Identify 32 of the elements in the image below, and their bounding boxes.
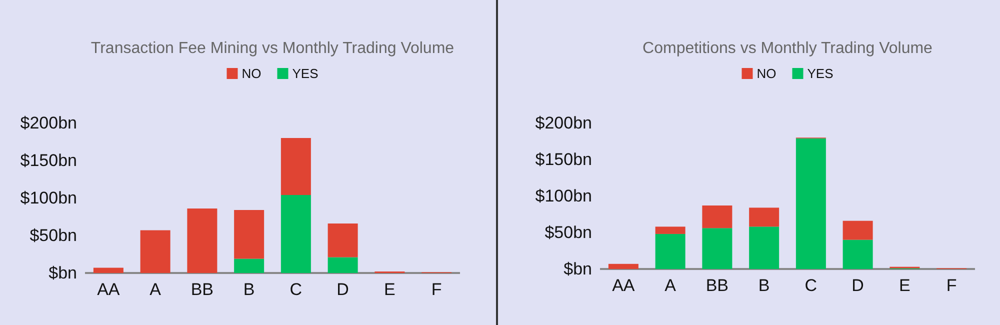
y-tick-label: $200bn (535, 113, 592, 132)
legend-label: NO (242, 66, 262, 81)
y-tick-label: $50bn (30, 226, 77, 245)
x-tick-label: BB (190, 280, 214, 300)
chart-title: Transaction Fee Mining vs Monthly Trading Volume (90, 40, 454, 57)
x-tick-label: C (804, 276, 818, 296)
y-tick-label: $100bn (535, 186, 592, 206)
x-tick-label: F (431, 280, 442, 300)
x-tick-label: E (899, 276, 910, 296)
chart-title: Competitions vs Monthly Trading Volume (642, 40, 933, 57)
x-tick-label: AA (612, 276, 636, 296)
y-tick-label: $bn (564, 259, 592, 278)
x-tick-label: BB (706, 276, 729, 296)
x-tick-label: C (290, 280, 302, 300)
y-tick-label: $bn (48, 263, 77, 282)
y-tick-label: $200bn (20, 113, 77, 132)
y-tick-label: $50bn (544, 222, 592, 242)
x-tick-label: B (758, 276, 770, 296)
x-tick-label: D (336, 280, 349, 300)
x-tick-label: B (243, 280, 255, 300)
legend-label: NO (756, 66, 776, 81)
y-tick-label: $100bn (20, 188, 77, 208)
y-tick-label: $150bn (20, 150, 77, 170)
x-tick-label: E (384, 280, 396, 300)
x-tick-label: F (946, 276, 957, 296)
x-tick-label: A (664, 276, 677, 296)
x-tick-label: AA (97, 280, 120, 300)
y-tick-label: $150bn (535, 150, 592, 169)
legend-label: YES (807, 66, 834, 81)
x-tick-label: A (150, 280, 162, 300)
legend-label: YES (292, 66, 319, 81)
x-tick-label: D (852, 276, 864, 296)
